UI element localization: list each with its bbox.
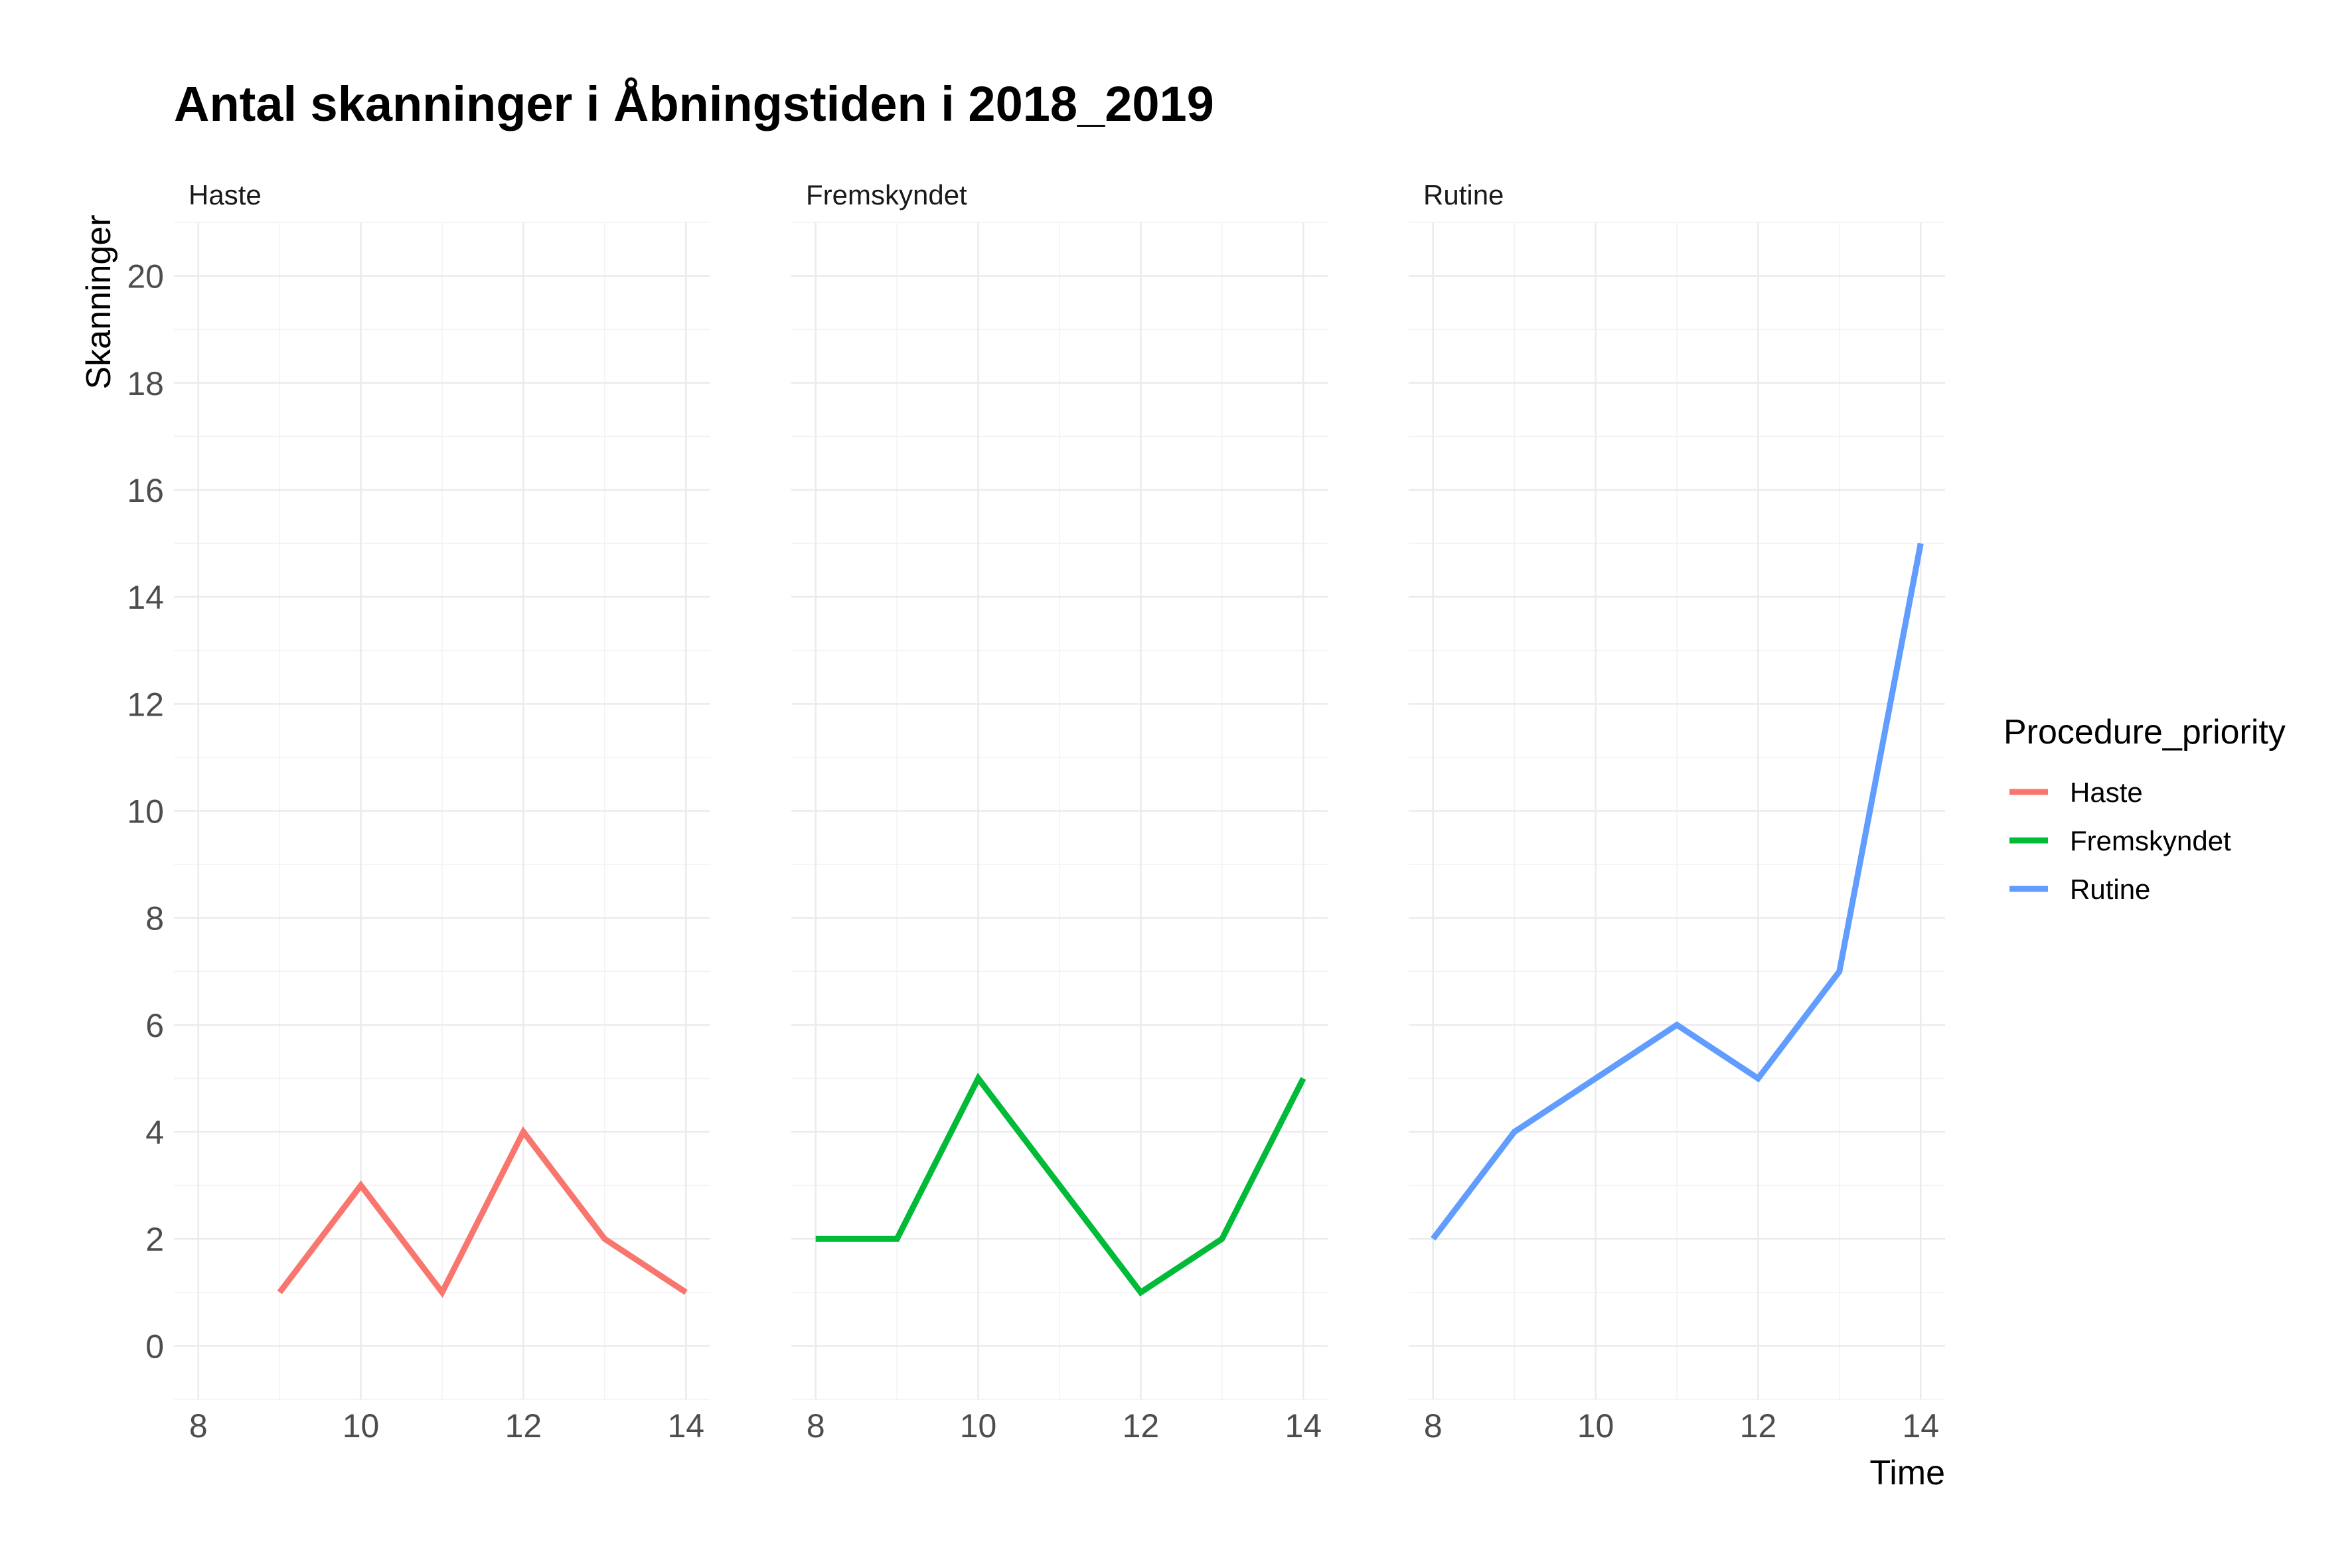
chart-title: Antal skanninger i Åbningstiden i 2018_2… [174, 76, 1214, 131]
y-tick-label: 14 [127, 579, 164, 616]
x-tick-label: 10 [1577, 1407, 1614, 1445]
chart-panels: Haste 8 10 12 14 Fremskyndet 8 10 12 14 Rutine 8 10 1… [174, 179, 1945, 1445]
data-point [1302, 1077, 1304, 1079]
data-point [815, 1238, 817, 1239]
legend-items: Haste Fremskyndet Rutine [2009, 777, 2231, 905]
data-point [441, 1292, 443, 1293]
legend-item-fremskyndet: Fremskyndet [2009, 825, 2231, 856]
legend-item-rutine: Rutine [2009, 874, 2150, 905]
panel-rutine: Rutine 8 10 12 14 [1409, 179, 1945, 1445]
y-tick-label: 16 [127, 472, 164, 509]
y-tick-label: 6 [145, 1007, 164, 1044]
series-line-fremskyndet [815, 1073, 1306, 1296]
y-tick-label: 10 [127, 793, 164, 830]
y-tick-label: 2 [145, 1221, 164, 1258]
x-tick-label: 12 [1740, 1407, 1777, 1445]
data-point [360, 1185, 362, 1186]
panel-haste: Haste 8 10 12 14 [174, 179, 710, 1445]
x-tick-label: 8 [1424, 1407, 1443, 1445]
legend-label: Fremskyndet [2070, 825, 2231, 856]
series-line-rutine [1431, 542, 1924, 1241]
x-tick-label: 14 [667, 1407, 704, 1445]
data-point [1757, 1077, 1759, 1079]
data-point [1140, 1292, 1141, 1293]
legend: Procedure_priority Haste Fremskyndet Rutin… [2003, 713, 2286, 905]
legend-item-haste: Haste [2009, 777, 2143, 808]
x-tick-label: 12 [1123, 1407, 1160, 1445]
x-tick-label: 14 [1902, 1407, 1939, 1445]
data-point [1595, 1077, 1597, 1079]
data-point [1433, 1238, 1434, 1239]
data-point [604, 1238, 605, 1239]
y-axis-title: Skanninger [80, 214, 118, 389]
x-tick-label: 8 [807, 1407, 825, 1445]
x-axis-title: Time [1869, 1454, 1945, 1492]
x-tick-label: 8 [189, 1407, 208, 1445]
y-tick-label: 20 [127, 258, 164, 295]
y-tick-label: 0 [145, 1328, 164, 1365]
x-tick-label: 10 [960, 1407, 997, 1445]
y-tick-label: 12 [127, 686, 164, 723]
data-point [685, 1292, 686, 1293]
x-tick-label: 14 [1285, 1407, 1322, 1445]
y-axis-tick-labels: 0 2 4 6 8 10 12 14 16 18 20 [127, 258, 164, 1366]
y-tick-label: 18 [127, 365, 164, 402]
data-point [978, 1077, 979, 1079]
data-point [1514, 1131, 1515, 1133]
y-tick-label: 4 [145, 1114, 164, 1151]
series-line-haste [277, 1126, 688, 1298]
legend-label: Haste [2070, 777, 2143, 808]
facet-label: Haste [189, 179, 262, 210]
data-point [1221, 1238, 1223, 1239]
data-point [1839, 971, 1840, 972]
data-point [1676, 1024, 1678, 1026]
data-point [1920, 543, 1921, 544]
legend-title: Procedure_priority [2003, 713, 2286, 751]
data-point [896, 1238, 898, 1239]
data-point [279, 1292, 280, 1293]
panel-fremskyndet: Fremskyndet 8 10 12 14 [791, 179, 1328, 1445]
facet-label: Fremskyndet [806, 179, 967, 210]
legend-label: Rutine [2070, 874, 2150, 905]
data-point [1059, 1185, 1060, 1186]
y-tick-label: 8 [145, 900, 164, 937]
x-tick-label: 12 [505, 1407, 542, 1445]
x-tick-label: 10 [343, 1407, 380, 1445]
data-point [522, 1131, 524, 1133]
facet-label: Rutine [1423, 179, 1504, 210]
